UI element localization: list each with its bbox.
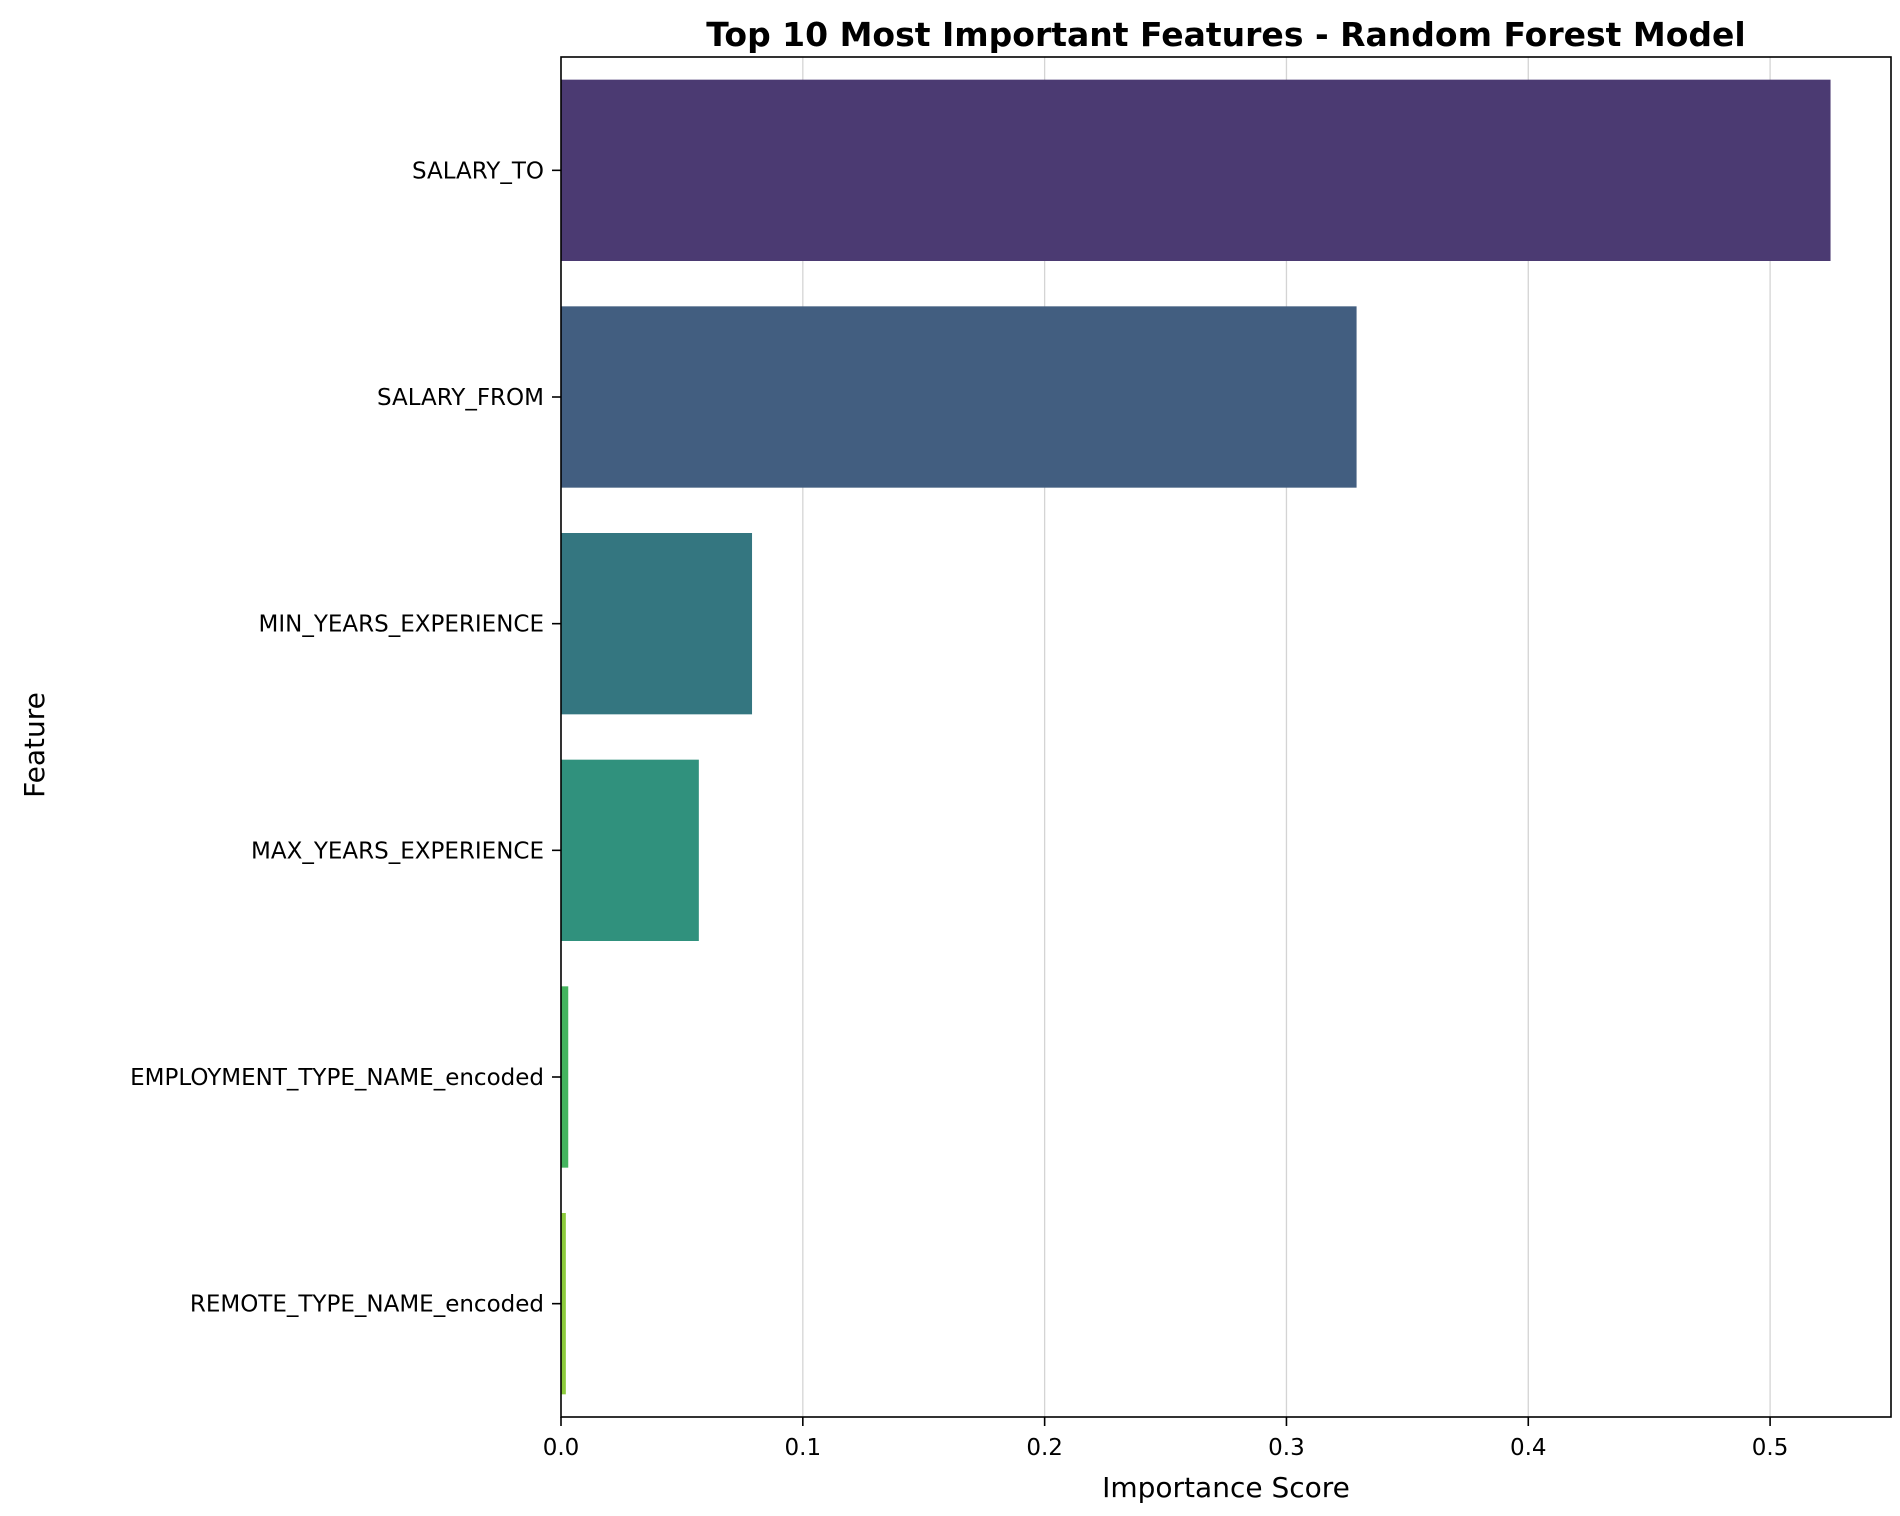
y-tick-label: MAX_YEARS_EXPERIENCE: [251, 838, 544, 864]
x-axis-label: Importance Score: [1102, 1471, 1350, 1504]
y-tick-label: REMOTE_TYPE_NAME_encoded: [190, 1292, 544, 1318]
x-tick-label: 0.0: [543, 1435, 580, 1461]
y-tick-label: SALARY_FROM: [377, 385, 544, 411]
x-tick-label: 0.4: [1510, 1435, 1547, 1461]
bars: [561, 79, 1831, 1395]
x-tick-label: 0.2: [1026, 1435, 1063, 1461]
bar: [561, 306, 1357, 488]
chart-title: Top 10 Most Important Features - Random …: [706, 15, 1745, 54]
x-axis-ticks: 0.0 0.1 0.2 0.3 0.4 0.5: [543, 1417, 1789, 1461]
bar: [561, 533, 753, 715]
y-axis-ticks: SALARY_TO SALARY_FROM MIN_YEARS_EXPERIENCE…: [130, 158, 561, 1318]
y-axis-label: Feature: [18, 692, 51, 798]
bar: [561, 1213, 566, 1395]
bar: [561, 986, 569, 1168]
y-tick-label: MIN_YEARS_EXPERIENCE: [258, 612, 544, 638]
x-tick-label: 0.3: [1268, 1435, 1305, 1461]
grid-lines: [802, 57, 1771, 1417]
x-tick-label: 0.1: [785, 1435, 822, 1461]
x-tick-label: 0.5: [1752, 1435, 1789, 1461]
bar: [561, 79, 1831, 262]
y-tick-label: EMPLOYMENT_TYPE_NAME_encoded: [130, 1065, 544, 1091]
bar: [561, 759, 699, 941]
plot-frame: [560, 56, 1892, 1418]
y-tick-label: SALARY_TO: [412, 158, 544, 184]
